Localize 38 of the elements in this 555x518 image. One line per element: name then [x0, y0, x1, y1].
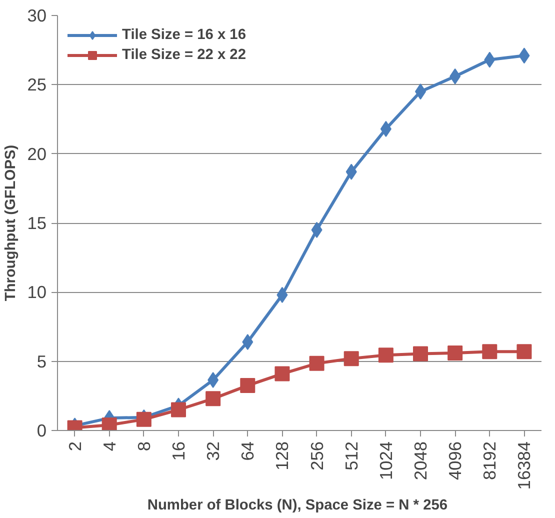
legend-label: Tile Size = 22 x 22	[122, 47, 246, 63]
point	[309, 356, 324, 371]
point	[240, 378, 256, 394]
point	[102, 417, 117, 430]
x-tick-label: 128	[272, 441, 292, 470]
x-tick-label: 16384	[514, 441, 534, 490]
x-tick-label: 32	[203, 441, 224, 461]
x-tick-label: 64	[238, 441, 258, 461]
point	[378, 348, 394, 363]
y-tick-label: 20	[27, 144, 47, 164]
y-tick-label: 10	[27, 282, 47, 302]
x-tick-label: 4	[99, 441, 120, 452]
y-tick-label: 25	[27, 74, 47, 95]
y-axis-title: Throughput (GFLOPS)	[3, 144, 20, 302]
x-tick-label: 16	[168, 441, 188, 461]
point	[344, 351, 359, 366]
y-tick-label: 30	[27, 6, 47, 26]
y-tick-label: 5	[36, 351, 47, 372]
x-tick-label: 8192	[480, 441, 500, 480]
y-tick-label: 15	[27, 213, 47, 233]
legend-label: Tile Size = 16 x 16	[122, 27, 246, 43]
point	[448, 346, 463, 361]
point	[171, 402, 186, 418]
x-tick-label: 2	[64, 441, 85, 452]
x-tick-label: 2048	[410, 441, 430, 480]
point	[136, 412, 152, 427]
y-tick-label: 0	[36, 420, 47, 440]
x-tick-label: 4096	[445, 441, 466, 480]
x-tick-label: 8	[134, 441, 154, 452]
point	[274, 366, 290, 382]
point	[516, 344, 532, 360]
point	[206, 391, 221, 406]
point	[413, 346, 428, 362]
x-tick-label: 256	[306, 441, 327, 470]
point	[482, 344, 498, 360]
x-axis-title: Number of Blocks (N), Space Size = N * 256	[147, 498, 448, 514]
x-tick-label: 1024	[376, 441, 396, 480]
x-tick-label: 512	[341, 441, 362, 470]
